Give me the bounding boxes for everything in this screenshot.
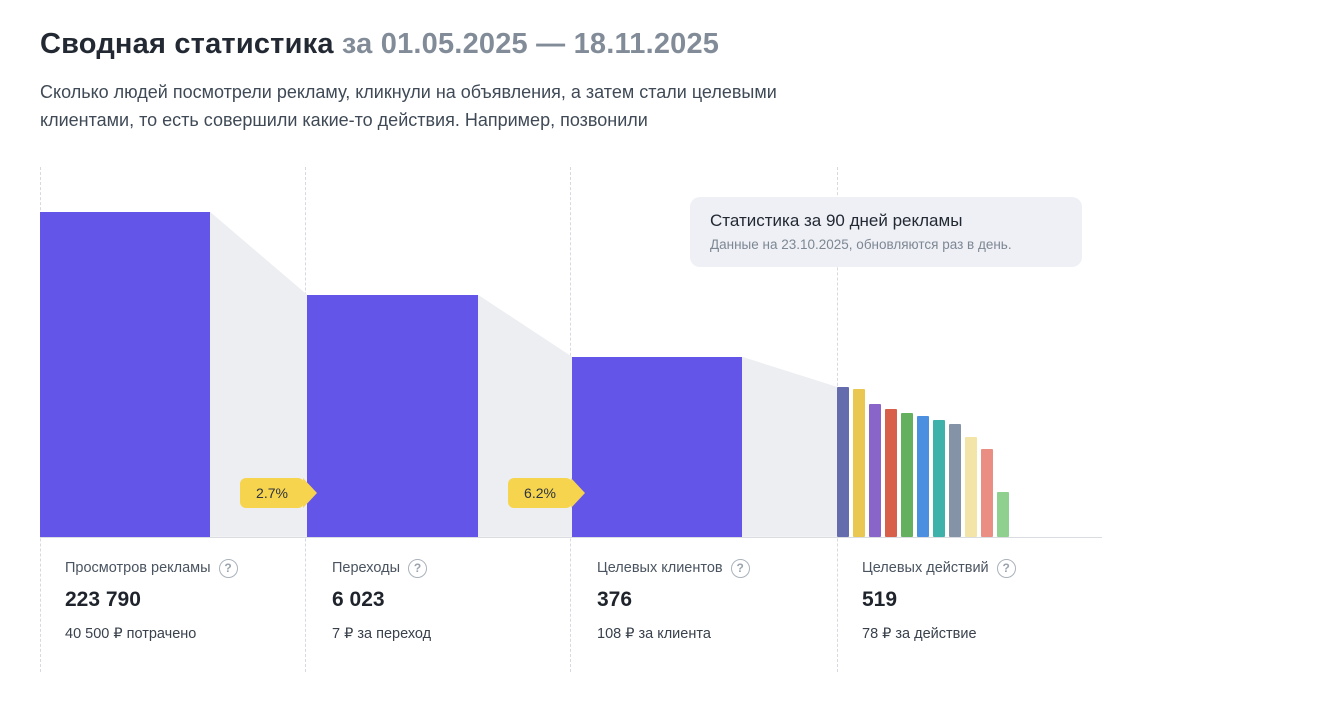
funnel-bar-views[interactable]	[40, 211, 210, 537]
stage-detail: 108 ₽ за клиента	[597, 625, 711, 642]
funnel-bar-clicks[interactable]	[307, 294, 478, 537]
action-mini-bar	[981, 448, 993, 537]
stage-label: Целевых клиентов	[597, 560, 723, 577]
help-icon[interactable]: ?	[218, 558, 238, 578]
stage-value: 223 790	[65, 587, 141, 611]
stage-label: Целевых действий	[862, 560, 989, 577]
page-title: Сводная статистика за 01.05.2025 — 18.11…	[40, 28, 1340, 61]
stage-value: 6 023	[332, 587, 385, 611]
actions-mini-bars[interactable]	[837, 386, 1009, 537]
stage-value: 519	[862, 587, 898, 611]
stage-detail: 78 ₽ за действие	[862, 625, 977, 642]
stage-block-clicks: Переходы ? 6 023 7 ₽ за переход	[332, 558, 432, 642]
page-title-main: Сводная статистика	[40, 28, 334, 60]
help-icon[interactable]: ?	[996, 558, 1016, 578]
tooltip-subtitle: Данные на 23.10.2025, обновляются раз в …	[710, 236, 1012, 252]
conversion-tag-1-label: 2.7%	[256, 484, 288, 501]
page-description: Сколько людей посмотрели рекламу, кликну…	[40, 82, 777, 130]
page-title-period: за 01.05.2025 — 18.11.2025	[341, 28, 720, 60]
help-icon[interactable]: ?	[408, 558, 428, 578]
action-mini-bar	[885, 408, 897, 537]
stage-value: 376	[597, 587, 633, 611]
stage-detail: 7 ₽ за переход	[332, 625, 432, 642]
action-mini-bar	[869, 403, 881, 537]
action-mini-bar	[853, 388, 865, 537]
conversion-tag-2: 6.2%	[508, 477, 585, 508]
action-mini-bar	[949, 423, 961, 537]
stage-detail: 40 500 ₽ потрачено	[65, 625, 197, 642]
conversion-tag-2-label: 6.2%	[524, 484, 556, 501]
stage-block-views: Просмотров рекламы ? 223 790 40 500 ₽ по…	[65, 558, 238, 642]
action-mini-bar	[933, 419, 945, 537]
stage-label: Переходы	[332, 560, 401, 577]
funnel-bar-clients[interactable]	[572, 356, 742, 537]
summary-statistics-page: Сводная статистика за 01.05.2025 — 18.11…	[40, 28, 1340, 672]
help-icon[interactable]: ?	[730, 558, 750, 578]
stage-block-actions: Целевых действий ? 519 78 ₽ за действие	[862, 558, 1016, 642]
action-mini-bar	[917, 415, 929, 537]
funnel-connector-3	[742, 356, 837, 537]
action-mini-bar	[965, 436, 977, 537]
chart-baseline	[40, 536, 1102, 538]
stage-block-clients: Целевых клиентов ? 376 108 ₽ за клиента	[597, 558, 750, 642]
action-mini-bar	[901, 412, 913, 537]
funnel-chart: 2.7% 6.2% Статистика за 90 дней рекламы …	[40, 166, 1102, 672]
action-mini-bar	[997, 491, 1009, 537]
stats-tooltip-card: Статистика за 90 дней рекламы Данные на …	[690, 196, 1082, 267]
tooltip-title: Статистика за 90 дней рекламы	[710, 210, 963, 230]
stage-label: Просмотров рекламы	[65, 560, 211, 577]
action-mini-bar	[837, 386, 849, 537]
conversion-tag-1: 2.7%	[240, 477, 317, 508]
